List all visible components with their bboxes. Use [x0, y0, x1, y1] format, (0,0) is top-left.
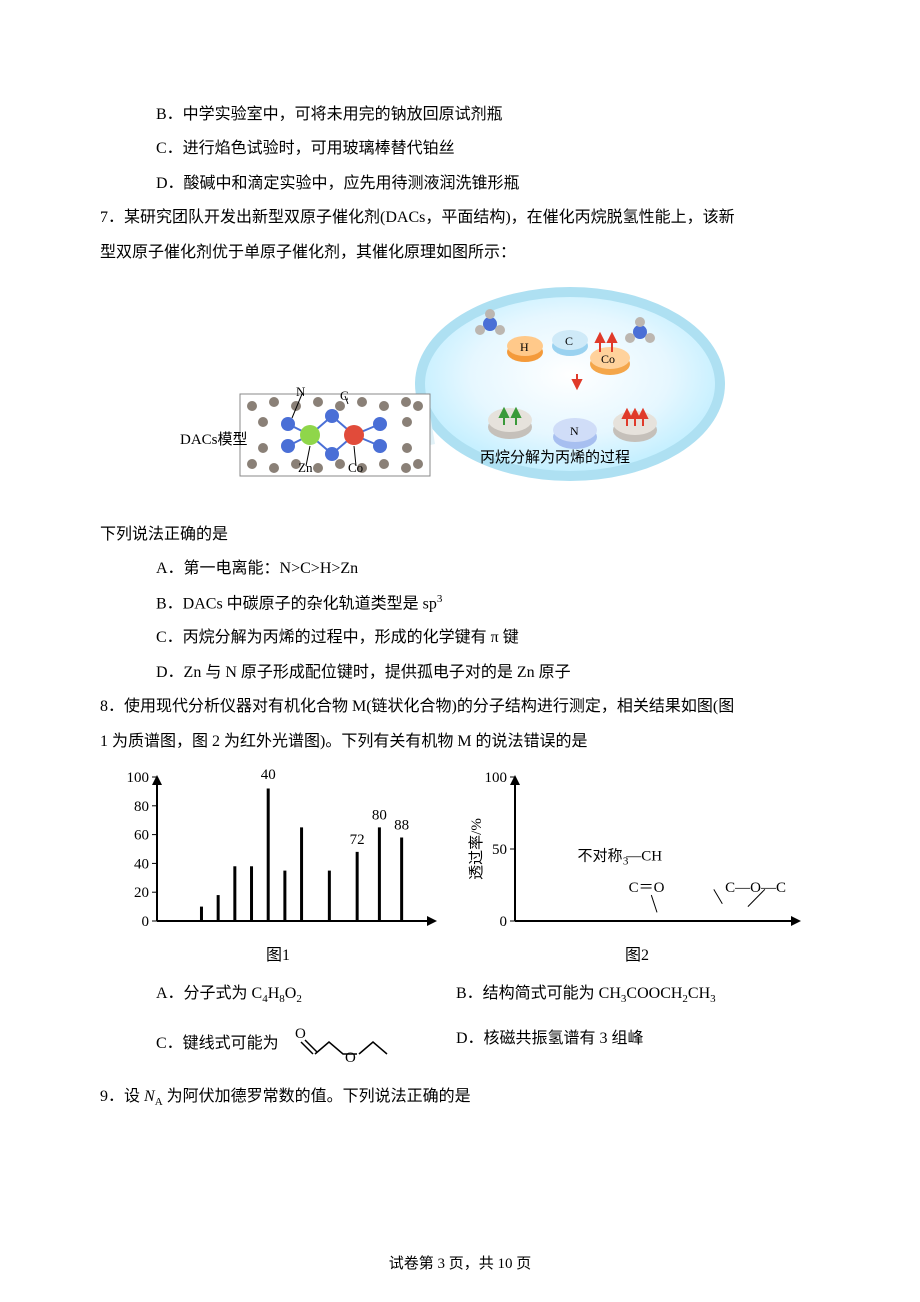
- q8a-pre: A．分子式为 C: [156, 985, 262, 1002]
- q6-option-d: D．酸碱中和滴定实验中，应先用待测液润洗锥形瓶: [100, 169, 820, 199]
- q9-pre: 9．设: [100, 1088, 140, 1105]
- disk-n: N: [570, 424, 579, 438]
- svg-text:C＝O: C＝O: [629, 880, 665, 896]
- q8-option-c: C．键线式可能为 O O: [156, 1024, 456, 1064]
- q7-option-a: A．第一电离能：N>C>H>Zn: [100, 554, 820, 584]
- q7-stem-line1: 7．某研究团队开发出新型双原子催化剂(DACs，平面结构)，在催化丙烷脱氢性能上…: [100, 203, 820, 233]
- q9-post: 为阿伏加德罗常数的值。下列说法正确的是: [167, 1088, 471, 1105]
- q8b-m1: COOCH: [626, 985, 682, 1002]
- svg-text:88: 88: [394, 817, 409, 833]
- q8c-pre: C．键线式可能为: [156, 1029, 279, 1059]
- svg-text:50: 50: [492, 842, 507, 858]
- q7-prompt: 下列说法正确的是: [100, 520, 820, 550]
- q8-chart1-wrap: 0 20 40 60 80 100 40 72 80 88 图1: [113, 769, 443, 971]
- optc-o2: O: [345, 1050, 356, 1064]
- svg-text:80: 80: [134, 799, 149, 815]
- chart1-caption: 图1: [266, 941, 290, 971]
- q9-stem: 9．设 NA 为阿伏加德罗常数的值。下列说法正确的是: [100, 1082, 820, 1113]
- q8-option-b: B．结构简式可能为 CH3COOCH2CH3: [456, 979, 820, 1010]
- q7-option-d: D．Zn 与 N 原子形成配位键时，提供孤电子对的是 Zn 原子: [100, 658, 820, 688]
- q8a-s3: 2: [296, 994, 302, 1006]
- q8-option-d: D．核磁共振氢谱有 3 组峰: [456, 1024, 820, 1064]
- disk-h: H: [520, 340, 529, 354]
- label-c: C: [340, 388, 349, 403]
- q7-stem-line2: 型双原子催化剂优于单原子催化剂，其催化原理如图所示：: [100, 238, 820, 268]
- q8b-m2: CH: [688, 985, 710, 1002]
- q8-options-row1: A．分子式为 C4H8O2 B．结构简式可能为 CH3COOCH2CH3: [100, 979, 820, 1010]
- q9-na: N: [144, 1088, 155, 1105]
- chart2-caption: 图2: [625, 941, 649, 971]
- svg-text:不对称 —CH: 不对称 —CH: [577, 848, 662, 865]
- svg-text:40: 40: [261, 769, 276, 783]
- q7-option-c: C．丙烷分解为丙烯的过程中，形成的化学键有 π 键: [100, 623, 820, 653]
- svg-text:72: 72: [350, 832, 365, 848]
- svg-text:3: 3: [623, 856, 629, 868]
- ir-spectrum-chart: 0 50 100 透过率/% 不对称 —CH3C＝O C—O—C: [467, 769, 807, 939]
- q8-chart2-wrap: 0 50 100 透过率/% 不对称 —CH3C＝O C—O—C 图2: [467, 769, 807, 971]
- q7-optb-sup: 3: [437, 593, 443, 605]
- q6-option-b: B．中学实验室中，可将未用完的钠放回原试剂瓶: [100, 100, 820, 130]
- svg-text:40: 40: [134, 856, 149, 872]
- svg-text:100: 100: [127, 770, 150, 786]
- mass-spectrum-chart: 0 20 40 60 80 100 40 72 80 88: [113, 769, 443, 939]
- q8-stem-line2: 1 为质谱图，图 2 为红外光谱图)。下列有关有机物 M 的说法错误的是: [100, 727, 820, 757]
- q8b-pre: B．结构简式可能为 CH: [456, 985, 621, 1002]
- q9-na-sub: A: [155, 1097, 163, 1109]
- q8-stem-line1: 8．使用现代分析仪器对有机化合物 M(链状化合物)的分子结构进行测定，相关结果如…: [100, 692, 820, 722]
- svg-text:60: 60: [134, 828, 149, 844]
- page-footer: 试卷第 3 页，共 10 页: [0, 1250, 920, 1279]
- q7-option-b: B．DACs 中碳原子的杂化轨道类型是 sp3: [100, 589, 820, 620]
- q8-option-a: A．分子式为 C4H8O2: [156, 979, 456, 1010]
- q8a-m1: H: [268, 985, 280, 1002]
- q8-options-row2: C．键线式可能为 O O D．核磁共振氢谱有 3 组峰: [100, 1024, 820, 1064]
- q7-figure: N C Zn Co DACs模型 H C: [100, 284, 820, 504]
- svg-text:100: 100: [485, 770, 508, 786]
- svg-text:透过率/%: 透过率/%: [468, 818, 485, 880]
- svg-text:C—O—C: C—O—C: [725, 880, 786, 896]
- q8b-s3: 3: [710, 994, 716, 1006]
- dacs-model-label: DACs模型: [180, 431, 248, 448]
- svg-text:20: 20: [134, 885, 149, 901]
- optc-o1: O: [295, 1026, 306, 1042]
- disk-c: C: [565, 334, 573, 348]
- q6-option-c: C．进行焰色试验时，可用玻璃棒替代铂丝: [100, 134, 820, 164]
- svg-text:0: 0: [500, 914, 508, 930]
- q8-charts: 0 20 40 60 80 100 40 72 80 88 图1 0 50 100 透过率/% 不对称 —…: [100, 769, 820, 971]
- q8a-m2: O: [285, 985, 297, 1002]
- bond-line-icon: O O: [285, 1024, 395, 1064]
- svg-text:80: 80: [372, 807, 387, 823]
- label-zn: Zn: [298, 460, 313, 475]
- process-label: 丙烷分解为丙烯的过程: [480, 449, 630, 466]
- svg-text:0: 0: [142, 914, 150, 930]
- q7-optb-pre: B．DACs 中碳原子的杂化轨道类型是 sp: [156, 595, 437, 612]
- disk-co: Co: [601, 352, 615, 366]
